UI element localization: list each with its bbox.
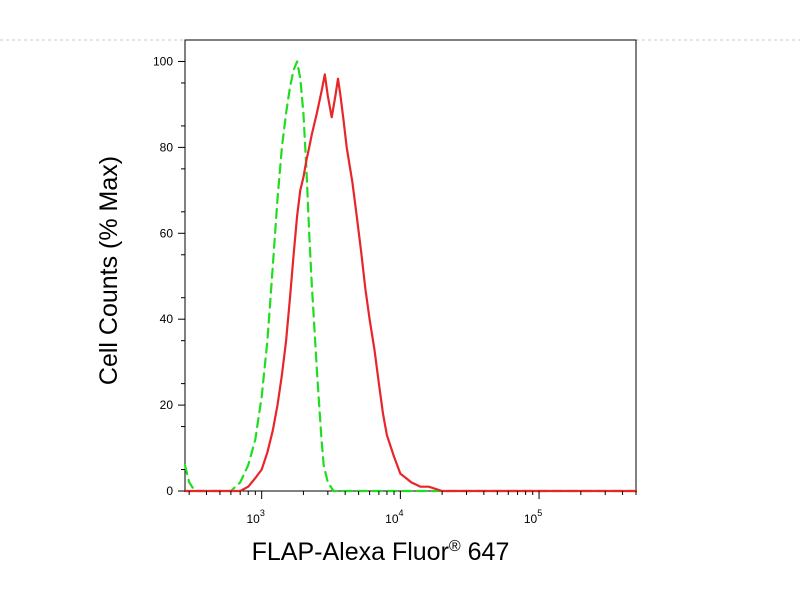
series-layer <box>183 60 638 493</box>
x-tick-exponent: 4 <box>399 508 404 518</box>
x-tick-base: 10 <box>524 512 538 526</box>
y-tick-label: 60 <box>160 226 174 240</box>
y-tick-label: 80 <box>160 140 174 154</box>
y-tick-label: 20 <box>160 398 174 412</box>
x-axis-label: FLAP-Alexa Fluor® 647 <box>252 538 510 566</box>
x-tick-label: 105 <box>524 508 542 526</box>
x-tick-base: 10 <box>246 512 260 526</box>
dashed-histogram-line <box>183 60 638 493</box>
x-axis-label-main: FLAP-Alexa Fluor <box>252 538 449 566</box>
y-axis: 0 20 40 60 80 100 <box>153 54 185 498</box>
x-axis-label-superscript: ® <box>449 538 461 555</box>
x-axis-label-suffix: 647 <box>461 538 510 566</box>
solid-histogram-line <box>183 73 638 493</box>
y-tick-label: 0 <box>166 484 173 498</box>
x-tick-exponent: 5 <box>537 508 542 518</box>
x-tick-label: 103 <box>246 508 264 526</box>
x-tick-label: 104 <box>385 508 403 526</box>
y-axis-label: Cell Counts (% Max) <box>95 156 123 385</box>
x-tick-exponent: 3 <box>260 508 265 518</box>
x-tick-base: 10 <box>385 512 399 526</box>
x-axis: 103 104 105 <box>188 491 637 526</box>
y-tick-label: 100 <box>153 54 173 68</box>
y-tick-label: 40 <box>160 312 174 326</box>
plot-frame <box>184 39 637 492</box>
